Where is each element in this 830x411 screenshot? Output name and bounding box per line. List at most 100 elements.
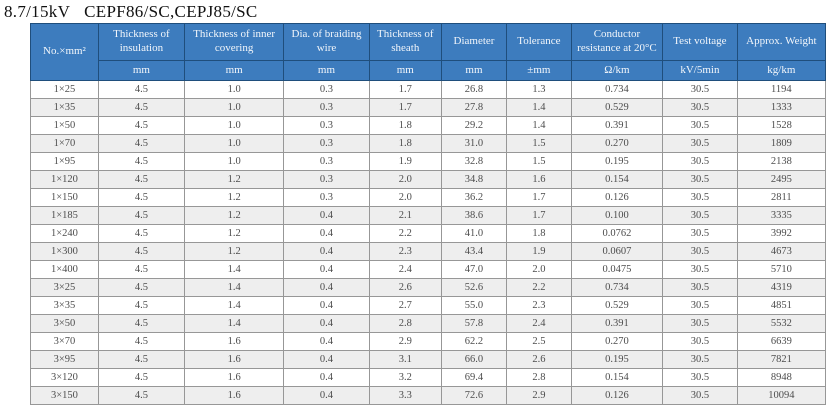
table-row: 1×120 4.5 1.2 0.3 2.0 34.8 1.6 0.154 30.5 2495 [30, 170, 827, 189]
cell-voltage: 30.5 [662, 224, 738, 243]
cell-size: 1×120 [30, 170, 99, 189]
cell-covering: 1.0 [183, 98, 285, 117]
cell-voltage: 30.5 [662, 206, 738, 225]
cell-tolerance: 1.5 [505, 152, 572, 171]
cell-size: 1×240 [30, 224, 99, 243]
table-row: 3×50 4.5 1.4 0.4 2.8 57.8 2.4 0.391 30.5 5532 [30, 314, 827, 333]
table-row: 1×70 4.5 1.0 0.3 1.8 31.0 1.5 0.270 30.5 1809 [30, 134, 827, 153]
unit-header-braiding: mm [283, 60, 370, 81]
cell-covering: 1.0 [183, 116, 285, 135]
table-row: 1×150 4.5 1.2 0.3 2.0 36.2 1.7 0.126 30.5 2811 [30, 188, 827, 207]
cell-diameter: 26.8 [441, 80, 507, 99]
cell-size: 1×50 [30, 116, 99, 135]
table-row: 1×240 4.5 1.2 0.4 2.2 41.0 1.8 0.0762 30.5 3992 [30, 224, 827, 243]
cell-insulation: 4.5 [97, 296, 185, 315]
cell-resistance: 0.734 [570, 80, 664, 99]
cell-weight: 10094 [736, 386, 827, 405]
cell-weight: 1528 [736, 116, 827, 135]
cell-voltage: 30.5 [662, 80, 738, 99]
cell-insulation: 4.5 [97, 188, 185, 207]
column-header-voltage: Test voltage [662, 23, 738, 61]
cell-insulation: 4.5 [97, 170, 185, 189]
cell-braiding: 0.4 [283, 296, 370, 315]
cell-diameter: 69.4 [441, 368, 507, 387]
cell-covering: 1.2 [183, 206, 285, 225]
cell-braiding: 0.4 [283, 368, 370, 387]
cell-voltage: 30.5 [662, 116, 738, 135]
cell-sheath: 1.8 [368, 134, 443, 153]
cell-size: 1×185 [30, 206, 99, 225]
cell-insulation: 4.5 [97, 152, 185, 171]
cell-voltage: 30.5 [662, 314, 738, 333]
cell-sheath: 2.1 [368, 206, 443, 225]
cell-tolerance: 2.3 [505, 296, 572, 315]
table-row: 1×95 4.5 1.0 0.3 1.9 32.8 1.5 0.195 30.5 2138 [30, 152, 827, 171]
cell-tolerance: 1.6 [505, 170, 572, 189]
cell-braiding: 0.3 [283, 80, 370, 99]
unit-header-diameter: mm [441, 60, 507, 81]
cell-resistance: 0.391 [570, 116, 664, 135]
cell-sheath: 2.6 [368, 278, 443, 297]
cell-insulation: 4.5 [97, 314, 185, 333]
cell-sheath: 1.7 [368, 80, 443, 99]
cell-tolerance: 2.5 [505, 332, 572, 351]
column-header-sheath: Thickness of sheath [368, 23, 443, 61]
cell-diameter: 72.6 [441, 386, 507, 405]
table-row: 3×150 4.5 1.6 0.4 3.3 72.6 2.9 0.126 30.5 10094 [30, 386, 827, 405]
cell-weight: 3335 [736, 206, 827, 225]
cell-voltage: 30.5 [662, 332, 738, 351]
cell-insulation: 4.5 [97, 350, 185, 369]
cell-sheath: 2.9 [368, 332, 443, 351]
cell-resistance: 0.195 [570, 152, 664, 171]
cell-size: 3×95 [30, 350, 99, 369]
column-header-covering: Thickness of inner covering [183, 23, 285, 61]
cell-braiding: 0.4 [283, 278, 370, 297]
cell-sheath: 1.8 [368, 116, 443, 135]
cell-size: 1×400 [30, 260, 99, 279]
cell-sheath: 1.9 [368, 152, 443, 171]
page-title-voltage: 8.7/15kV [4, 2, 71, 21]
header-row-units: mm mm mm mm mm ±mm Ω/km kV/5min kg/km [31, 60, 827, 81]
cell-tolerance: 1.4 [505, 98, 572, 117]
cell-size: 3×70 [30, 332, 99, 351]
cell-tolerance: 1.9 [505, 242, 572, 261]
cell-voltage: 30.5 [662, 296, 738, 315]
cell-insulation: 4.5 [97, 134, 185, 153]
cell-voltage: 30.5 [662, 260, 738, 279]
cell-resistance: 0.391 [570, 314, 664, 333]
cell-braiding: 0.3 [283, 134, 370, 153]
column-header-size: No.×mm² [30, 23, 99, 81]
cell-diameter: 32.8 [441, 152, 507, 171]
cell-insulation: 4.5 [97, 116, 185, 135]
cell-resistance: 0.0475 [570, 260, 664, 279]
cell-tolerance: 1.4 [505, 116, 572, 135]
table-row: 3×35 4.5 1.4 0.4 2.7 55.0 2.3 0.529 30.5 4851 [30, 296, 827, 315]
cell-size: 1×25 [30, 80, 99, 99]
cell-weight: 1194 [736, 80, 827, 99]
cell-sheath: 3.1 [368, 350, 443, 369]
column-header-tolerance: Tolerance [505, 23, 572, 61]
cell-diameter: 57.8 [441, 314, 507, 333]
cell-size: 3×120 [30, 368, 99, 387]
cell-sheath: 2.7 [368, 296, 443, 315]
cell-weight: 5710 [736, 260, 827, 279]
unit-header-voltage: kV/5min [662, 60, 738, 81]
cell-braiding: 0.3 [283, 116, 370, 135]
cell-tolerance: 2.2 [505, 278, 572, 297]
cell-covering: 1.2 [183, 170, 285, 189]
cell-diameter: 43.4 [441, 242, 507, 261]
cell-tolerance: 1.7 [505, 206, 572, 225]
cell-voltage: 30.5 [662, 134, 738, 153]
cell-voltage: 30.5 [662, 152, 738, 171]
cell-diameter: 27.8 [441, 98, 507, 117]
cell-diameter: 66.0 [441, 350, 507, 369]
cell-covering: 1.0 [183, 134, 285, 153]
cell-size: 1×300 [30, 242, 99, 261]
cell-diameter: 38.6 [441, 206, 507, 225]
cell-voltage: 30.5 [662, 188, 738, 207]
cell-weight: 8948 [736, 368, 827, 387]
cell-braiding: 0.4 [283, 260, 370, 279]
column-header-diameter: Diameter [441, 23, 507, 61]
cell-size: 3×150 [30, 386, 99, 405]
cell-diameter: 36.2 [441, 188, 507, 207]
